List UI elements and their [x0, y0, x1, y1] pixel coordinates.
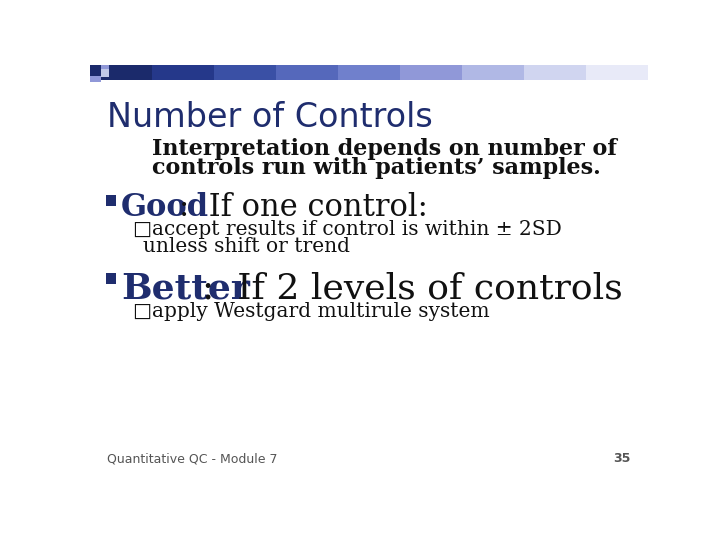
Bar — [101, 70, 109, 77]
Bar — [400, 65, 463, 80]
Text: Number of Controls: Number of Controls — [107, 101, 433, 134]
Bar — [524, 65, 587, 80]
Text: Good: Good — [121, 192, 209, 223]
Bar — [90, 65, 153, 80]
Text: 35: 35 — [613, 452, 631, 465]
Bar — [214, 65, 276, 80]
Text: □accept results if control is within ± 2SD: □accept results if control is within ± 2… — [132, 220, 562, 239]
Bar — [106, 273, 117, 284]
Bar — [152, 65, 215, 80]
Bar — [338, 65, 401, 80]
Text: Better: Better — [121, 271, 250, 305]
Bar — [586, 65, 649, 80]
Bar — [462, 65, 525, 80]
Bar — [276, 65, 339, 80]
Text: :  If 2 levels of controls: : If 2 levels of controls — [202, 271, 623, 305]
Text: unless shift or trend: unless shift or trend — [143, 237, 350, 256]
Bar — [90, 65, 101, 76]
Bar — [101, 65, 109, 70]
Text: □apply Westgard multirule system: □apply Westgard multirule system — [132, 302, 490, 321]
Text: :  If one control:: : If one control: — [179, 192, 428, 223]
Bar — [106, 195, 117, 206]
Text: Interpretation depends on number of: Interpretation depends on number of — [152, 138, 617, 160]
Bar — [90, 76, 101, 82]
Text: Quantitative QC - Module 7: Quantitative QC - Module 7 — [107, 452, 277, 465]
Text: controls run with patients’ samples.: controls run with patients’ samples. — [152, 157, 600, 179]
